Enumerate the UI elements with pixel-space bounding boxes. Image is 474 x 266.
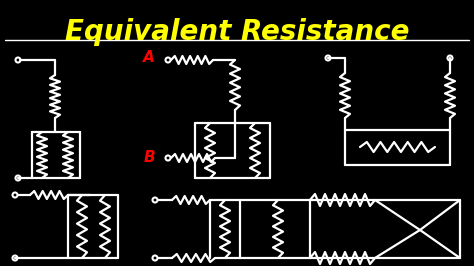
Text: Equivalent Resistance: Equivalent Resistance bbox=[65, 18, 409, 46]
Text: B: B bbox=[143, 151, 155, 165]
Text: A: A bbox=[143, 51, 155, 65]
